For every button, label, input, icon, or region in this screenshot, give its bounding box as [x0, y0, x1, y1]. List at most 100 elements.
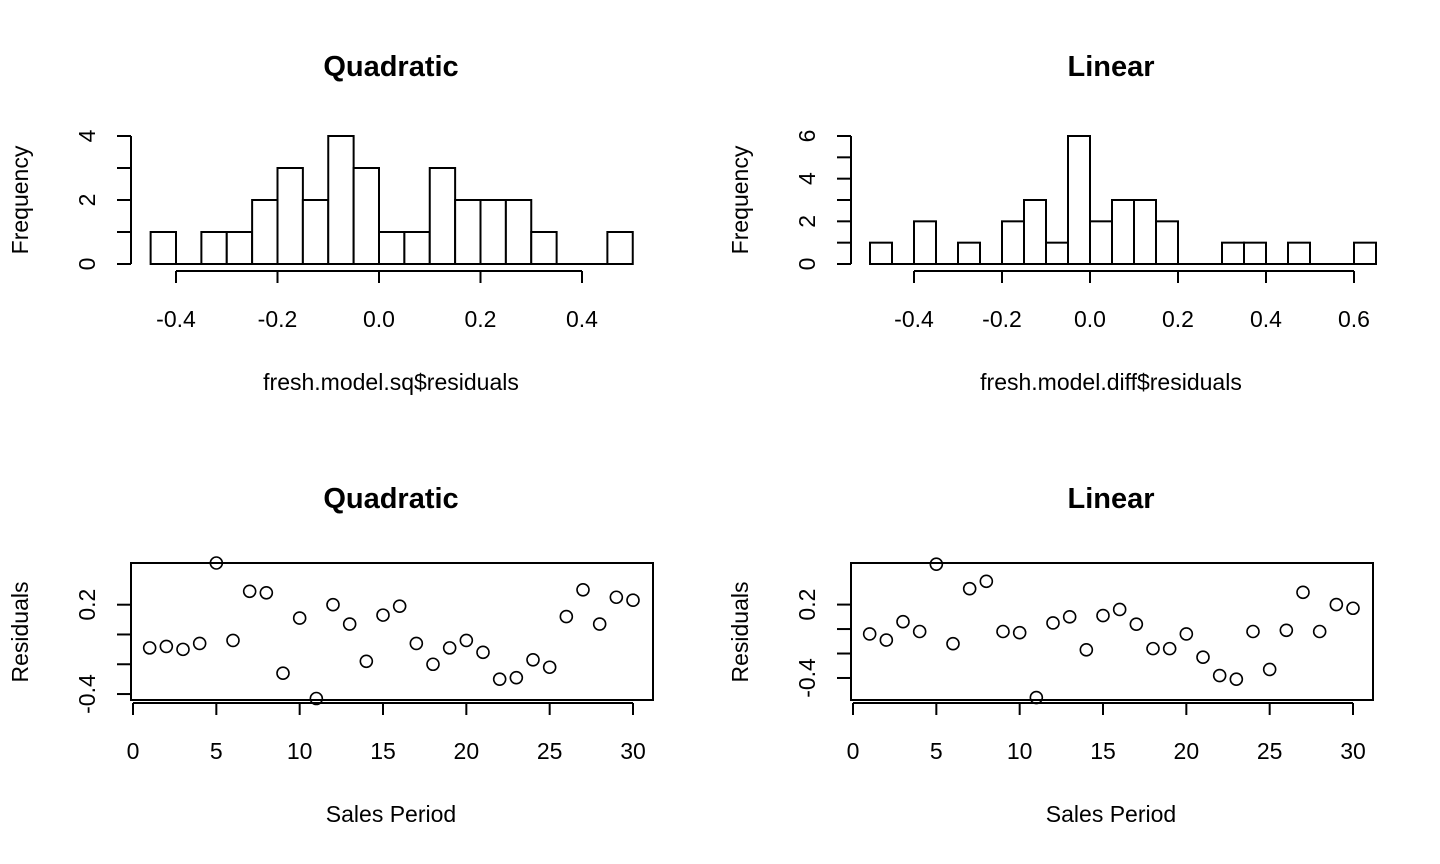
scatter-point	[1296, 585, 1310, 600]
scatter-point	[542, 660, 557, 675]
scatter-point	[259, 585, 274, 600]
scatter-point	[896, 614, 910, 629]
histogram-bar	[1089, 220, 1113, 265]
y-tick-label: 0.2	[74, 589, 100, 621]
scatter-point	[509, 670, 524, 685]
scatter-point	[1346, 601, 1360, 616]
histogram-bar	[301, 199, 330, 265]
x-tick-label: 0.4	[566, 306, 598, 332]
x-tick-label: 20	[454, 738, 480, 764]
y-axis: -0.4 0.2	[794, 589, 852, 698]
histogram-bar	[454, 199, 482, 265]
y-axis-label: Frequency	[727, 145, 753, 254]
x-tick-label: 5	[930, 738, 943, 764]
scatter-point	[1146, 641, 1160, 656]
scatter-point	[192, 636, 207, 651]
histogram-bar	[225, 231, 254, 265]
scatter-point	[946, 636, 960, 651]
scatter-point	[609, 590, 624, 605]
chart-title: Quadratic	[323, 51, 458, 83]
scatter-point	[1079, 643, 1094, 657]
scatter-points	[862, 557, 1360, 705]
chart-title: Linear	[1067, 483, 1154, 515]
scatter-point	[1129, 617, 1144, 631]
scatter-point	[492, 672, 507, 686]
scatter-point	[409, 636, 424, 651]
scatter-point	[392, 599, 407, 613]
y-tick-label: 2	[794, 215, 820, 228]
scatter-point	[862, 627, 877, 641]
histogram-bar	[1001, 220, 1025, 265]
histogram-bar	[1287, 241, 1311, 266]
x-tick-label: 0	[847, 738, 860, 764]
histogram-bar	[352, 167, 380, 265]
histogram-bars	[869, 135, 1377, 266]
scatter-point	[1212, 668, 1227, 683]
y-tick-label: -0.4	[74, 674, 100, 714]
x-axis-label: Sales Period	[1046, 801, 1176, 827]
scatter-point	[276, 666, 290, 680]
scatter-point	[326, 597, 340, 612]
y-axis-label: Residuals	[7, 582, 33, 683]
scatter-point	[1329, 597, 1344, 612]
scatter-point	[226, 633, 240, 648]
plot-box	[850, 562, 1374, 701]
histogram-bar	[200, 231, 228, 265]
y-tick-label: 0.2	[794, 589, 820, 621]
scatter-point	[1179, 627, 1194, 641]
y-axis-label: Residuals	[727, 582, 753, 683]
histogram-bar	[1133, 199, 1157, 265]
x-axis: -0.4 -0.2 0.0 0.2 0.4 0.6	[894, 270, 1370, 332]
x-tick-label: -0.4	[156, 306, 196, 332]
plot-box	[130, 562, 654, 701]
x-tick-label: -0.4	[894, 306, 934, 332]
histogram-bar	[327, 135, 355, 265]
x-tick-label: 0.6	[1338, 306, 1370, 332]
histogram-bar	[913, 220, 937, 265]
scatter-point	[1112, 602, 1127, 617]
x-tick-label: 0.2	[465, 306, 497, 332]
scatter-point	[459, 633, 474, 648]
x-tick-label: -0.2	[258, 306, 298, 332]
scatter-point	[342, 617, 357, 631]
histogram-bar	[276, 167, 304, 265]
x-axis: 0 5 10 15 20 25 30	[127, 702, 646, 764]
x-axis-label: fresh.model.sq$residuals	[263, 369, 519, 395]
scatter-point	[962, 581, 977, 596]
x-tick-label: 0	[127, 738, 140, 764]
y-tick-label: 0	[74, 258, 100, 271]
scatter-point	[592, 617, 607, 631]
scatter-point	[242, 584, 257, 599]
scatter-point	[576, 583, 590, 597]
x-tick-label: 5	[210, 738, 223, 764]
x-tick-label: 30	[620, 738, 646, 764]
histogram-bar	[378, 231, 406, 265]
x-tick-label: 0.4	[1250, 306, 1282, 332]
x-tick-label: 25	[537, 738, 563, 764]
x-axis-label: Sales Period	[326, 801, 456, 827]
histogram-bar	[1155, 220, 1179, 265]
scatter-point	[1246, 624, 1260, 639]
histogram-bar	[1023, 199, 1047, 265]
histogram-bar	[428, 167, 457, 265]
y-tick-label: 2	[74, 194, 100, 207]
x-tick-label: -0.2	[982, 306, 1022, 332]
histogram-bar	[1067, 135, 1091, 265]
x-tick-label: 0.0	[1074, 306, 1106, 332]
x-tick-label: 25	[1257, 738, 1283, 764]
histogram-bar	[1353, 241, 1377, 266]
histogram-bar	[606, 231, 634, 265]
scatter-point	[1262, 662, 1277, 677]
x-axis-label: fresh.model.diff$residuals	[980, 369, 1242, 395]
scatter-point	[979, 574, 994, 589]
y-axis: 0 2 4 6	[794, 130, 852, 270]
histogram-bar	[957, 241, 981, 266]
x-tick-label: 0.2	[1162, 306, 1194, 332]
scatter-point	[1062, 610, 1077, 624]
x-axis: 0 5 10 15 20 25 30	[847, 702, 1366, 764]
histogram-bar	[1045, 241, 1069, 266]
scatter-point	[1096, 608, 1110, 623]
y-axis-label: Frequency	[7, 145, 33, 254]
scatter-point	[879, 633, 894, 647]
scatter-point	[209, 556, 224, 570]
